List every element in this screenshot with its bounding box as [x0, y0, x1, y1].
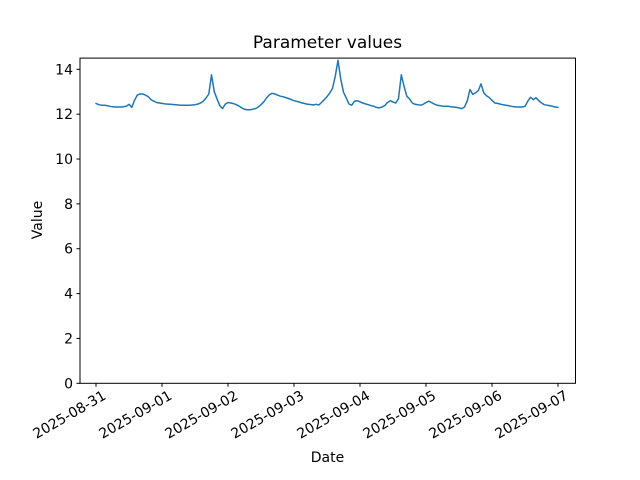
plot-area-border: [79, 57, 576, 384]
y-tick-label: 8: [64, 197, 73, 213]
y-tick-label: 14: [55, 62, 73, 78]
y-tick-label: 10: [55, 152, 73, 168]
chart-title: Parameter values: [253, 33, 402, 53]
y-axis-ticks: 0 2 4 6 8 10 12 14: [55, 62, 80, 392]
y-tick-label: 6: [64, 242, 73, 258]
x-tick-label: 2025-09-06: [427, 388, 506, 443]
x-tick-label: 2025-08-31: [31, 388, 109, 443]
data-line: [95, 59, 559, 111]
y-tick-label: 0: [64, 376, 73, 392]
x-axis-label: Date: [311, 450, 344, 466]
x-tick-label: 2025-09-07: [493, 388, 571, 443]
x-axis-ticks: 2025-08-312025-09-012025-09-022025-09-03…: [31, 383, 571, 442]
y-tick-label: 2: [64, 331, 73, 347]
x-tick-label: 2025-09-02: [163, 388, 241, 443]
y-axis-label: Value: [30, 201, 46, 239]
x-tick-label: 2025-09-05: [361, 388, 439, 443]
x-tick-label: 2025-09-03: [229, 388, 307, 443]
x-tick-label: 2025-09-04: [295, 388, 374, 443]
y-tick-label: 4: [64, 287, 73, 303]
x-tick-label: 2025-09-01: [97, 388, 175, 443]
y-tick-label: 12: [55, 107, 73, 123]
